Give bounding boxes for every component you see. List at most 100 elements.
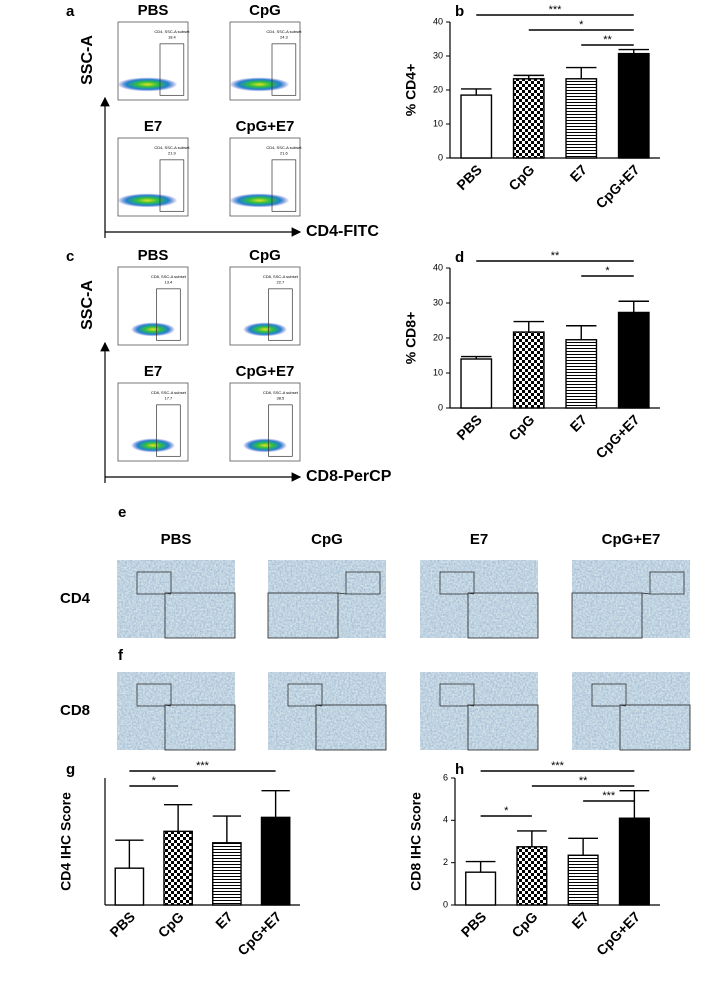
- x-tick-label: E7: [567, 411, 591, 435]
- zoom-connector: [467, 704, 475, 707]
- gate-pct: 24.3: [280, 35, 289, 40]
- y-tick-label: 6: [443, 772, 448, 782]
- gate: [268, 404, 293, 457]
- x-tick-label: CpG: [155, 908, 187, 940]
- gate-label: CD4, SSC-A subset: [266, 145, 302, 150]
- cell-cloud: [117, 77, 178, 92]
- zoom-connector: [164, 704, 172, 707]
- gate-pct: 13.4: [165, 280, 174, 285]
- plot-title: E7: [144, 118, 162, 135]
- zoom-region: [136, 683, 172, 707]
- zoom-region: [439, 571, 475, 595]
- significance-label: ***: [549, 4, 563, 16]
- plot-title: CpG: [249, 2, 281, 19]
- x-tick-label: CpG+E7: [592, 411, 642, 461]
- gate-pct: 18.4: [168, 35, 177, 40]
- gate-label: CD4, SSC-A subset: [154, 145, 190, 150]
- bar: [512, 78, 545, 159]
- column-title: PBS: [161, 531, 192, 548]
- x-tick-label: CpG+E7: [593, 908, 643, 958]
- gate: [159, 159, 185, 212]
- panel-letter: f: [118, 647, 124, 664]
- panel-letter: a: [66, 3, 75, 20]
- row-label: CD8: [60, 702, 90, 719]
- zoom-connector: [315, 704, 323, 707]
- x-tick-label: CpG+E7: [592, 161, 642, 211]
- zoom-inset-frame: [619, 704, 691, 751]
- y-axis-title: CD4 IHC Score: [58, 792, 74, 891]
- y-tick-label: 40: [433, 16, 443, 26]
- bar: [114, 867, 145, 906]
- panel-letter: e: [118, 504, 126, 521]
- zoom-inset: [619, 704, 691, 751]
- significance-label: **: [603, 34, 612, 46]
- x-tick-label: E7: [567, 161, 591, 185]
- x-tick-label: CpG+E7: [234, 908, 284, 958]
- panel-letter: d: [455, 249, 464, 266]
- significance-label: **: [579, 775, 588, 787]
- cell-cloud: [243, 438, 287, 453]
- zoom-region: [591, 683, 627, 707]
- zoom-connector: [641, 592, 651, 595]
- zoom-inset-frame: [267, 592, 339, 639]
- zoom-inset: [164, 592, 236, 639]
- bar: [617, 52, 650, 159]
- gate-label: CD8, SSC-A subset: [263, 274, 299, 279]
- axis-label: SSC-A: [79, 35, 96, 85]
- zoom-inset: [164, 704, 236, 751]
- gate-pct: 21.9: [168, 151, 177, 156]
- bar: [617, 311, 650, 409]
- cell-cloud: [243, 322, 287, 337]
- zoom-region: [649, 571, 685, 595]
- zoom-inset-frame: [467, 704, 539, 751]
- bar: [460, 358, 493, 409]
- y-tick-label: 2: [443, 857, 448, 867]
- bar: [460, 94, 493, 159]
- zoom-inset: [571, 592, 643, 639]
- zoom-inset: [315, 704, 387, 751]
- y-axis-title: % CD8+: [403, 312, 419, 365]
- bar: [212, 842, 242, 906]
- y-tick-label: 30: [433, 50, 443, 60]
- y-tick-label: 0: [438, 152, 443, 162]
- gate: [271, 43, 297, 96]
- zoom-connector: [337, 592, 347, 595]
- x-tick-label: PBS: [453, 161, 485, 193]
- x-tick-label: PBS: [106, 908, 138, 940]
- significance-label: ***: [551, 760, 565, 772]
- significance-label: *: [504, 805, 509, 817]
- y-axis-title: CD8 IHC Score: [408, 792, 424, 891]
- zoom-region: [439, 683, 475, 707]
- plot-title: PBS: [138, 2, 169, 19]
- zoom-connector: [164, 592, 172, 595]
- plot-title: PBS: [138, 247, 169, 264]
- significance-label: *: [579, 19, 584, 31]
- significance-label: *: [152, 775, 157, 787]
- x-tick-label: E7: [212, 908, 236, 932]
- bar: [465, 871, 497, 906]
- bar: [260, 816, 291, 906]
- y-tick-label: 20: [433, 84, 443, 94]
- bar: [163, 830, 193, 906]
- gate-label: CD8, SSC-A subset: [151, 274, 187, 279]
- zoom-connector: [619, 704, 627, 707]
- zoom-inset-frame: [164, 592, 236, 639]
- gate: [268, 288, 293, 341]
- zoom-region: [287, 683, 323, 707]
- axis-label: CD8-PerCP: [306, 468, 392, 485]
- y-tick-label: 30: [433, 297, 443, 307]
- zoom-inset: [467, 704, 539, 751]
- plot-title: CpG+E7: [236, 363, 295, 380]
- cell-cloud: [131, 438, 175, 453]
- gate: [159, 43, 185, 96]
- gate: [156, 288, 181, 341]
- gate-label: CD4, SSC-A subset: [154, 29, 190, 34]
- column-title: CpG: [311, 531, 343, 548]
- y-tick-label: 20: [433, 332, 443, 342]
- panel-letter: b: [455, 3, 464, 20]
- gate-pct: 38.5: [277, 396, 286, 401]
- cell-cloud: [229, 77, 290, 92]
- gate-label: CD8, SSC-A subset: [151, 390, 187, 395]
- zoom-inset-frame: [315, 704, 387, 751]
